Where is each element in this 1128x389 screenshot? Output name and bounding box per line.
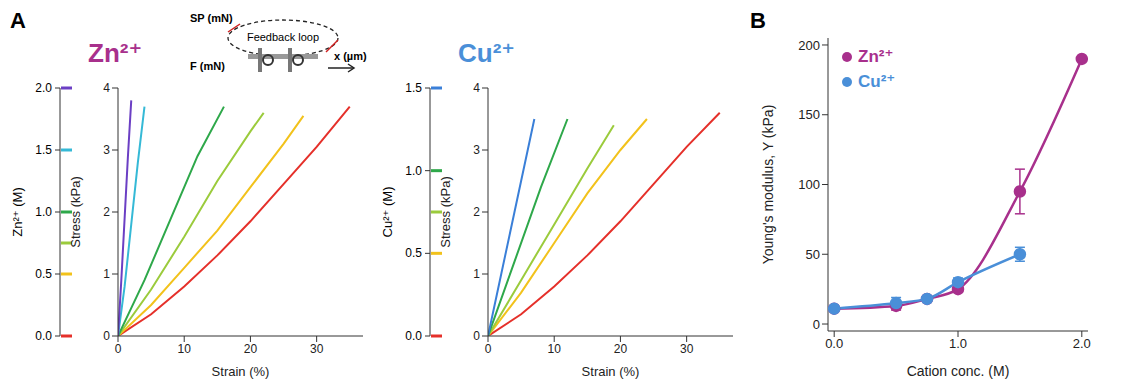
svg-text:0.5: 0.5 [35,267,52,281]
svg-text:0.5: 0.5 [405,246,422,260]
html-text:Cu²⁺: Cu²⁺ [858,72,896,91]
svg-text:0: 0 [115,342,122,356]
svg-text:3: 3 [473,143,480,157]
svg-text:4: 4 [103,81,110,95]
svg-text:2.0: 2.0 [1073,336,1091,351]
svg-text:3: 3 [103,143,110,157]
svg-text:4: 4 [473,81,480,95]
svg-text:1.0: 1.0 [949,336,967,351]
svg-text:0: 0 [485,342,492,356]
svg-text:2.0: 2.0 [35,81,52,95]
svg-text:Cation conc. (M): Cation conc. (M) [907,363,1010,379]
svg-text:0.0: 0.0 [405,329,422,343]
svg-text:30: 30 [310,342,324,356]
svg-text:200: 200 [798,38,820,53]
svg-text:50: 50 [806,247,820,262]
svg-text:30: 30 [680,342,694,356]
html-text:Cu²⁺: Cu²⁺ [458,38,515,68]
svg-text:Strain (%): Strain (%) [582,364,640,379]
svg-text:10: 10 [548,342,562,356]
svg-text:1.5: 1.5 [35,143,52,157]
svg-text:10: 10 [178,342,192,356]
html-text:Zn²⁺: Zn²⁺ [858,47,894,66]
svg-text:0.0: 0.0 [825,336,843,351]
html-text:Zn²⁺: Zn²⁺ [88,38,143,68]
svg-text:0.0: 0.0 [35,329,52,343]
svg-text:F (mN): F (mN) [190,60,225,72]
html-text:A: A [10,8,26,33]
svg-text:20: 20 [244,342,258,356]
svg-text:Feedback loop: Feedback loop [247,31,319,43]
svg-text:100: 100 [798,177,820,192]
svg-text:Stress (kPa): Stress (kPa) [438,176,453,248]
svg-text:0: 0 [813,317,820,332]
svg-text:x (µm): x (µm) [334,50,367,62]
svg-text:Strain (%): Strain (%) [212,364,270,379]
svg-text:Stress (kPa): Stress (kPa) [68,176,83,248]
svg-text:0: 0 [103,329,110,343]
svg-text:1: 1 [473,267,480,281]
svg-text:2: 2 [473,205,480,219]
svg-text:1.0: 1.0 [35,205,52,219]
svg-text:1.0: 1.0 [405,164,422,178]
svg-text:Zn²⁺ (M): Zn²⁺ (M) [10,187,25,236]
svg-text:1: 1 [103,267,110,281]
svg-text:SP (mN): SP (mN) [190,12,233,24]
svg-text:150: 150 [798,107,820,122]
svg-text:0: 0 [473,329,480,343]
html-text:B: B [750,8,766,33]
svg-text:Young's modulus, Y (kPa): Young's modulus, Y (kPa) [760,105,776,265]
svg-text:1.5: 1.5 [405,81,422,95]
svg-text:Cu²⁺ (M): Cu²⁺ (M) [380,187,395,238]
svg-text:20: 20 [614,342,628,356]
svg-text:2: 2 [103,205,110,219]
